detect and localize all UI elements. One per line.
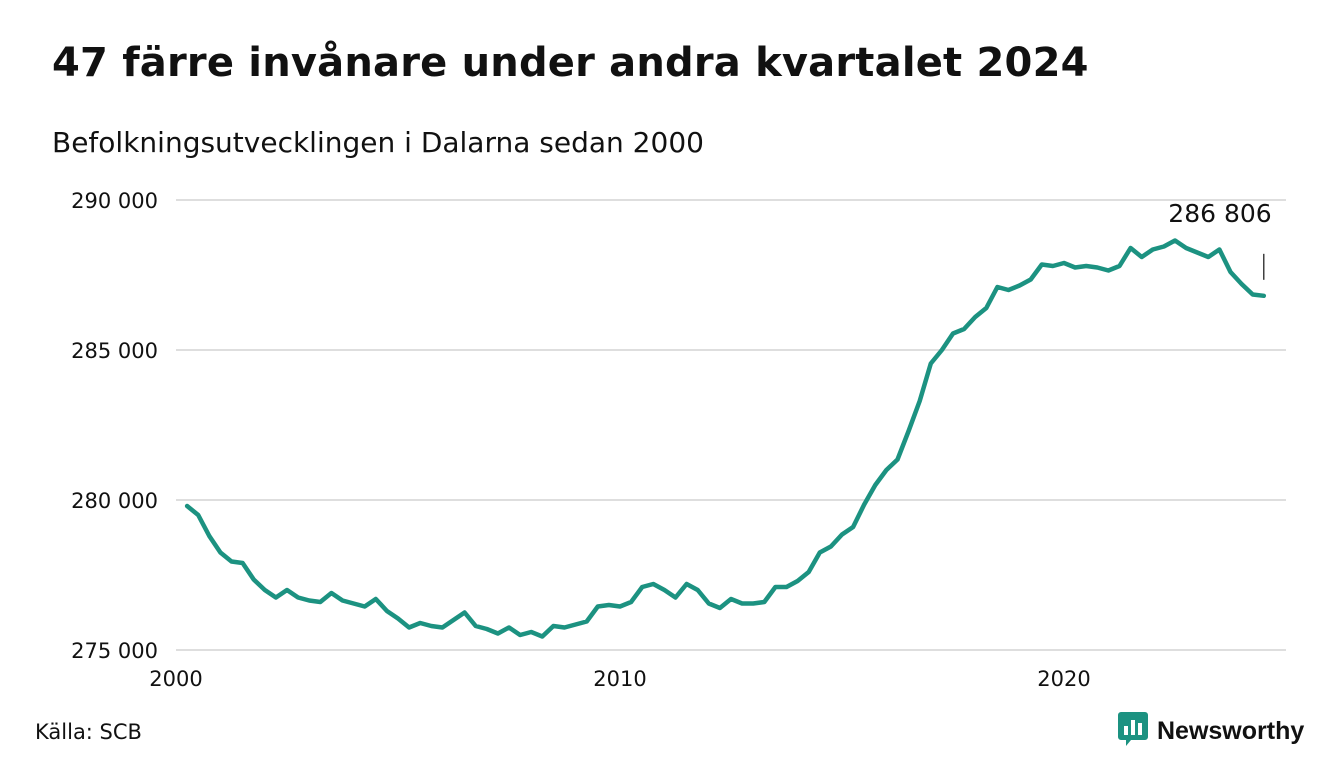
x-axis-tick-labels: 2000 2010 2020 [149,667,1090,691]
x-tick-label: 2010 [593,667,646,691]
chart-title: 47 färre invånare under andra kvartalet … [52,40,1089,86]
chart-subtitle: Befolkningsutvecklingen i Dalarna sedan … [52,126,704,159]
gridlines [176,199,1286,651]
y-tick-label: 280 000 [71,489,158,513]
y-tick-label: 275 000 [71,639,158,663]
source-note: Källa: SCB [35,720,142,744]
annotation-label: 286 806 [1168,199,1271,228]
x-tick-label: 2020 [1037,667,1090,691]
x-tick-label: 2000 [149,667,202,691]
population-line [184,238,1267,639]
brand-logo: Newsworthy [1118,712,1304,750]
brand-name: Newsworthy [1157,716,1305,745]
y-tick-label: 285 000 [71,339,158,363]
y-axis-tick-labels: 275 000 280 000 285 000 290 000 [71,189,158,663]
y-tick-label: 290 000 [71,189,158,213]
bar-chart-speech-bubble-icon [1118,712,1148,750]
